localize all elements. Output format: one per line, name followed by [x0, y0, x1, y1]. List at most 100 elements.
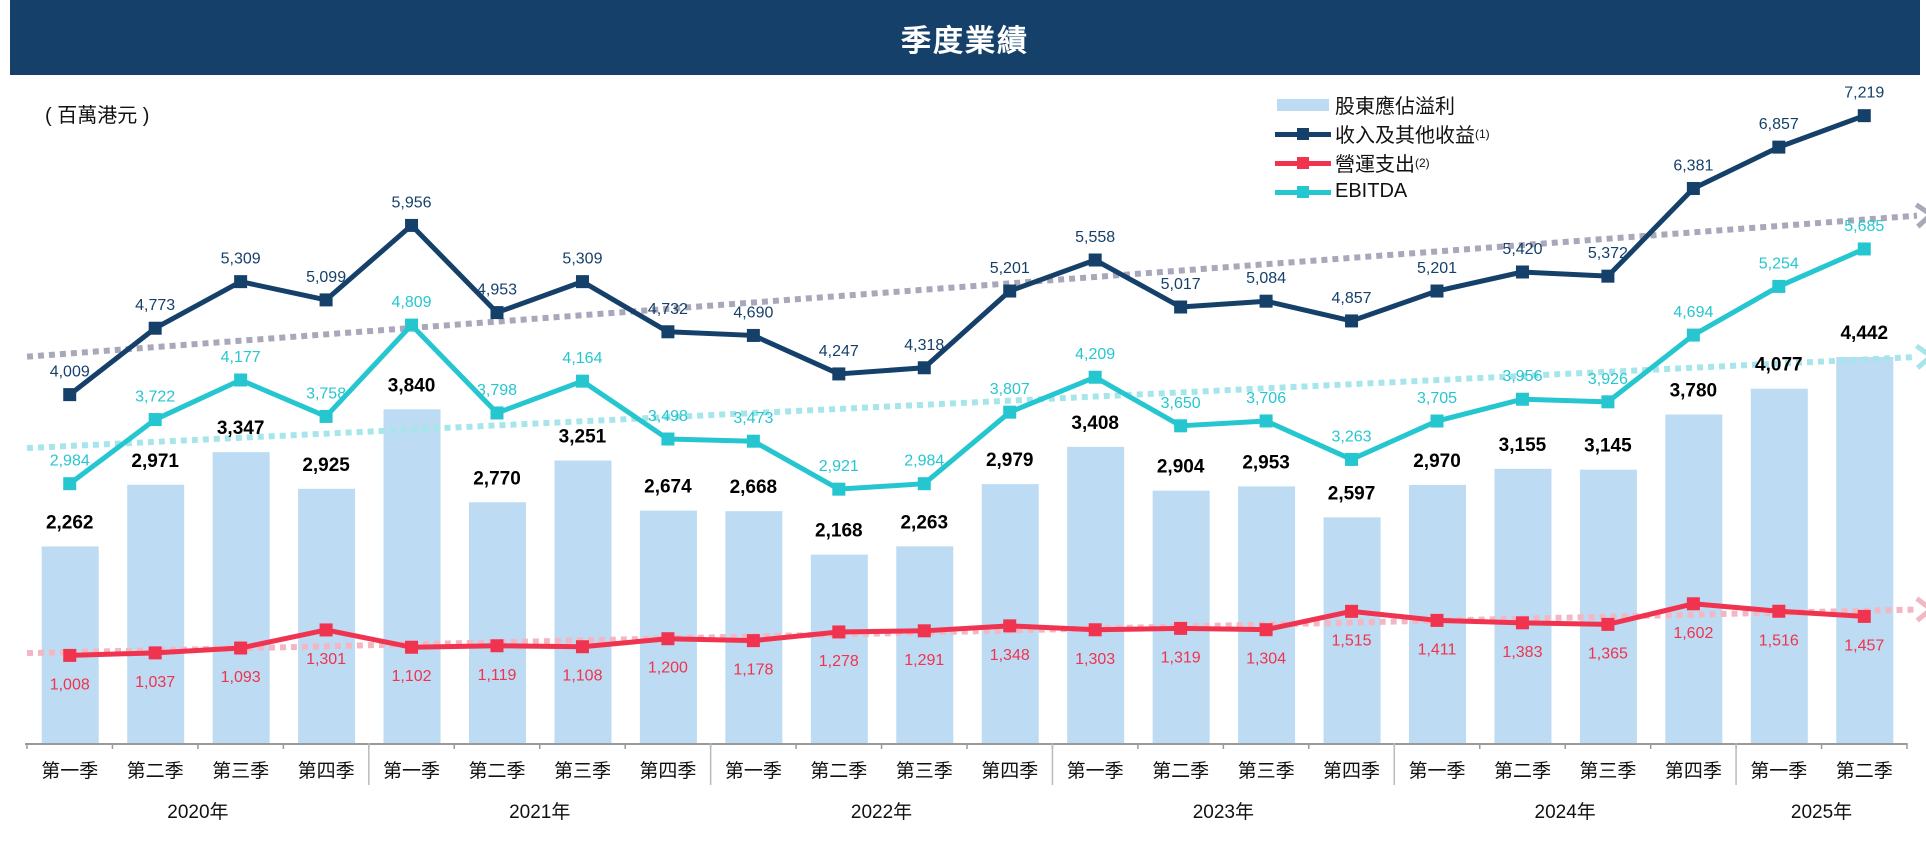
revenue-line — [68, 113, 1866, 397]
ebitda-data-label: 3,807 — [990, 381, 1030, 398]
quarter-tick-label: 第二季 — [1152, 760, 1209, 782]
profit-bar — [383, 409, 441, 743]
revenue-data-label: 4,732 — [648, 301, 688, 318]
legend-item-profit: 股東應佔溢利 — [1275, 90, 1490, 119]
profit-bar — [212, 452, 270, 743]
quarter-tick-label: 第二季 — [468, 760, 525, 782]
legend-item-ebitda: EBITDA — [1275, 177, 1490, 206]
opex-point — [1515, 616, 1529, 630]
opex-point — [1686, 597, 1700, 611]
revenue-point — [405, 218, 419, 232]
opex-data-label: 1,301 — [306, 651, 346, 668]
opex-point — [1601, 617, 1615, 631]
revenue-data-label: 5,201 — [1417, 260, 1457, 277]
ebitda-point — [405, 318, 419, 332]
ebitda-data-label: 4,164 — [562, 350, 602, 367]
trend-line-ebitda — [26, 353, 1918, 452]
footnote-mark: (2) — [1415, 155, 1430, 170]
revenue-point — [148, 321, 162, 335]
opex-data-label: 1,008 — [50, 676, 90, 693]
opex-data-label: 1,093 — [221, 669, 261, 686]
profit-bar — [1665, 414, 1723, 743]
ebitda-data-label: 3,758 — [306, 385, 346, 402]
revenue-point — [1345, 314, 1359, 328]
opex-point — [917, 624, 931, 638]
profit-data-label: 2,970 — [1413, 451, 1461, 472]
square-marker-icon — [1297, 156, 1309, 169]
ebitda-data-label: 3,263 — [1332, 428, 1372, 445]
profit-data-label: 2,668 — [730, 477, 778, 498]
legend-item-revenue: 收入及其他收益 (1) — [1275, 119, 1490, 148]
revenue-data-label: 5,201 — [990, 260, 1030, 277]
profit-data-label: 2,953 — [1242, 452, 1290, 473]
ebitda-data-label: 3,926 — [1588, 371, 1628, 388]
profit-data-label: 2,168 — [815, 521, 863, 542]
quarter-tick-label: 第四季 — [981, 760, 1038, 782]
opex-point — [63, 648, 77, 662]
ebitda-point — [148, 413, 162, 427]
profit-bar — [810, 554, 868, 743]
ebitda-data-label: 3,956 — [1502, 368, 1542, 385]
quarter-tick-label: 第三季 — [212, 760, 269, 782]
ebitda-data-label: 5,685 — [1844, 218, 1884, 235]
revenue-data-label: 5,084 — [1246, 270, 1286, 287]
trend-arrow-icon — [1914, 202, 1926, 229]
revenue-data-label: 5,309 — [562, 251, 602, 268]
quarter-tick-label: 第一季 — [725, 760, 782, 782]
revenue-data-label: 5,372 — [1588, 245, 1628, 262]
profit-data-label: 2,971 — [131, 451, 179, 472]
year-tick-label: 2022年 — [851, 801, 912, 823]
quarter-tick-label: 第二季 — [810, 760, 867, 782]
profit-bar — [1836, 356, 1894, 743]
revenue-point — [1003, 284, 1017, 298]
legend-label: 營運支出 — [1335, 154, 1415, 176]
opex-point — [1174, 621, 1188, 635]
profit-data-label: 2,925 — [302, 455, 350, 476]
ebitda-point — [1174, 419, 1188, 433]
year-tick-label: 2023年 — [1193, 801, 1254, 823]
opex-point — [1772, 604, 1786, 618]
ebitda-data-label: 4,694 — [1673, 304, 1713, 321]
profit-data-label: 3,251 — [559, 426, 607, 447]
trend-line-opex — [26, 606, 1918, 657]
profit-bar — [725, 511, 783, 743]
ebitda-data-label: 4,809 — [392, 294, 432, 311]
revenue-point — [1259, 294, 1273, 308]
ebitda-point — [1430, 414, 1444, 428]
opex-data-label: 1,348 — [990, 647, 1030, 664]
opex-data-label: 1,037 — [135, 674, 175, 691]
revenue-point — [1430, 284, 1444, 298]
ebitda-point — [661, 432, 675, 446]
footnote-mark: (1) — [1475, 126, 1490, 141]
profit-data-label: 4,077 — [1755, 355, 1803, 376]
profit-data-label: 2,904 — [1157, 457, 1205, 478]
unit-label: ( 百萬港元 ) — [45, 105, 150, 127]
opex-data-label: 1,602 — [1673, 625, 1713, 642]
revenue-point — [1515, 265, 1529, 279]
opex-point — [234, 641, 248, 655]
opex-data-label: 1,291 — [904, 652, 944, 669]
profit-bar — [1323, 517, 1381, 743]
ebitda-data-label: 3,706 — [1246, 390, 1286, 407]
revenue-data-label: 4,953 — [477, 282, 517, 299]
ebitda-data-label: 4,177 — [221, 349, 261, 366]
opex-data-label: 1,304 — [1246, 651, 1286, 668]
opex-point — [1345, 604, 1359, 618]
profit-data-label: 4,442 — [1840, 323, 1888, 344]
profit-data-label: 2,770 — [473, 468, 521, 489]
opex-point — [575, 640, 589, 654]
revenue-data-label: 5,017 — [1161, 276, 1201, 293]
profit-bar — [1750, 388, 1808, 743]
profit-bar — [1238, 486, 1296, 743]
quarter-tick-label: 第一季 — [1750, 760, 1807, 782]
revenue-point — [661, 325, 675, 339]
ebitda-point — [1686, 328, 1700, 342]
trend-arrow-icon — [1915, 343, 1926, 370]
ebitda-point — [746, 434, 760, 448]
profit-data-label: 2,263 — [900, 512, 948, 533]
revenue-data-label: 5,558 — [1075, 229, 1115, 246]
opex-data-label: 1,278 — [819, 653, 859, 670]
revenue-point — [1686, 181, 1700, 195]
quarter-tick-label: 第三季 — [1238, 760, 1295, 782]
year-tick-label: 2024年 — [1535, 801, 1596, 823]
